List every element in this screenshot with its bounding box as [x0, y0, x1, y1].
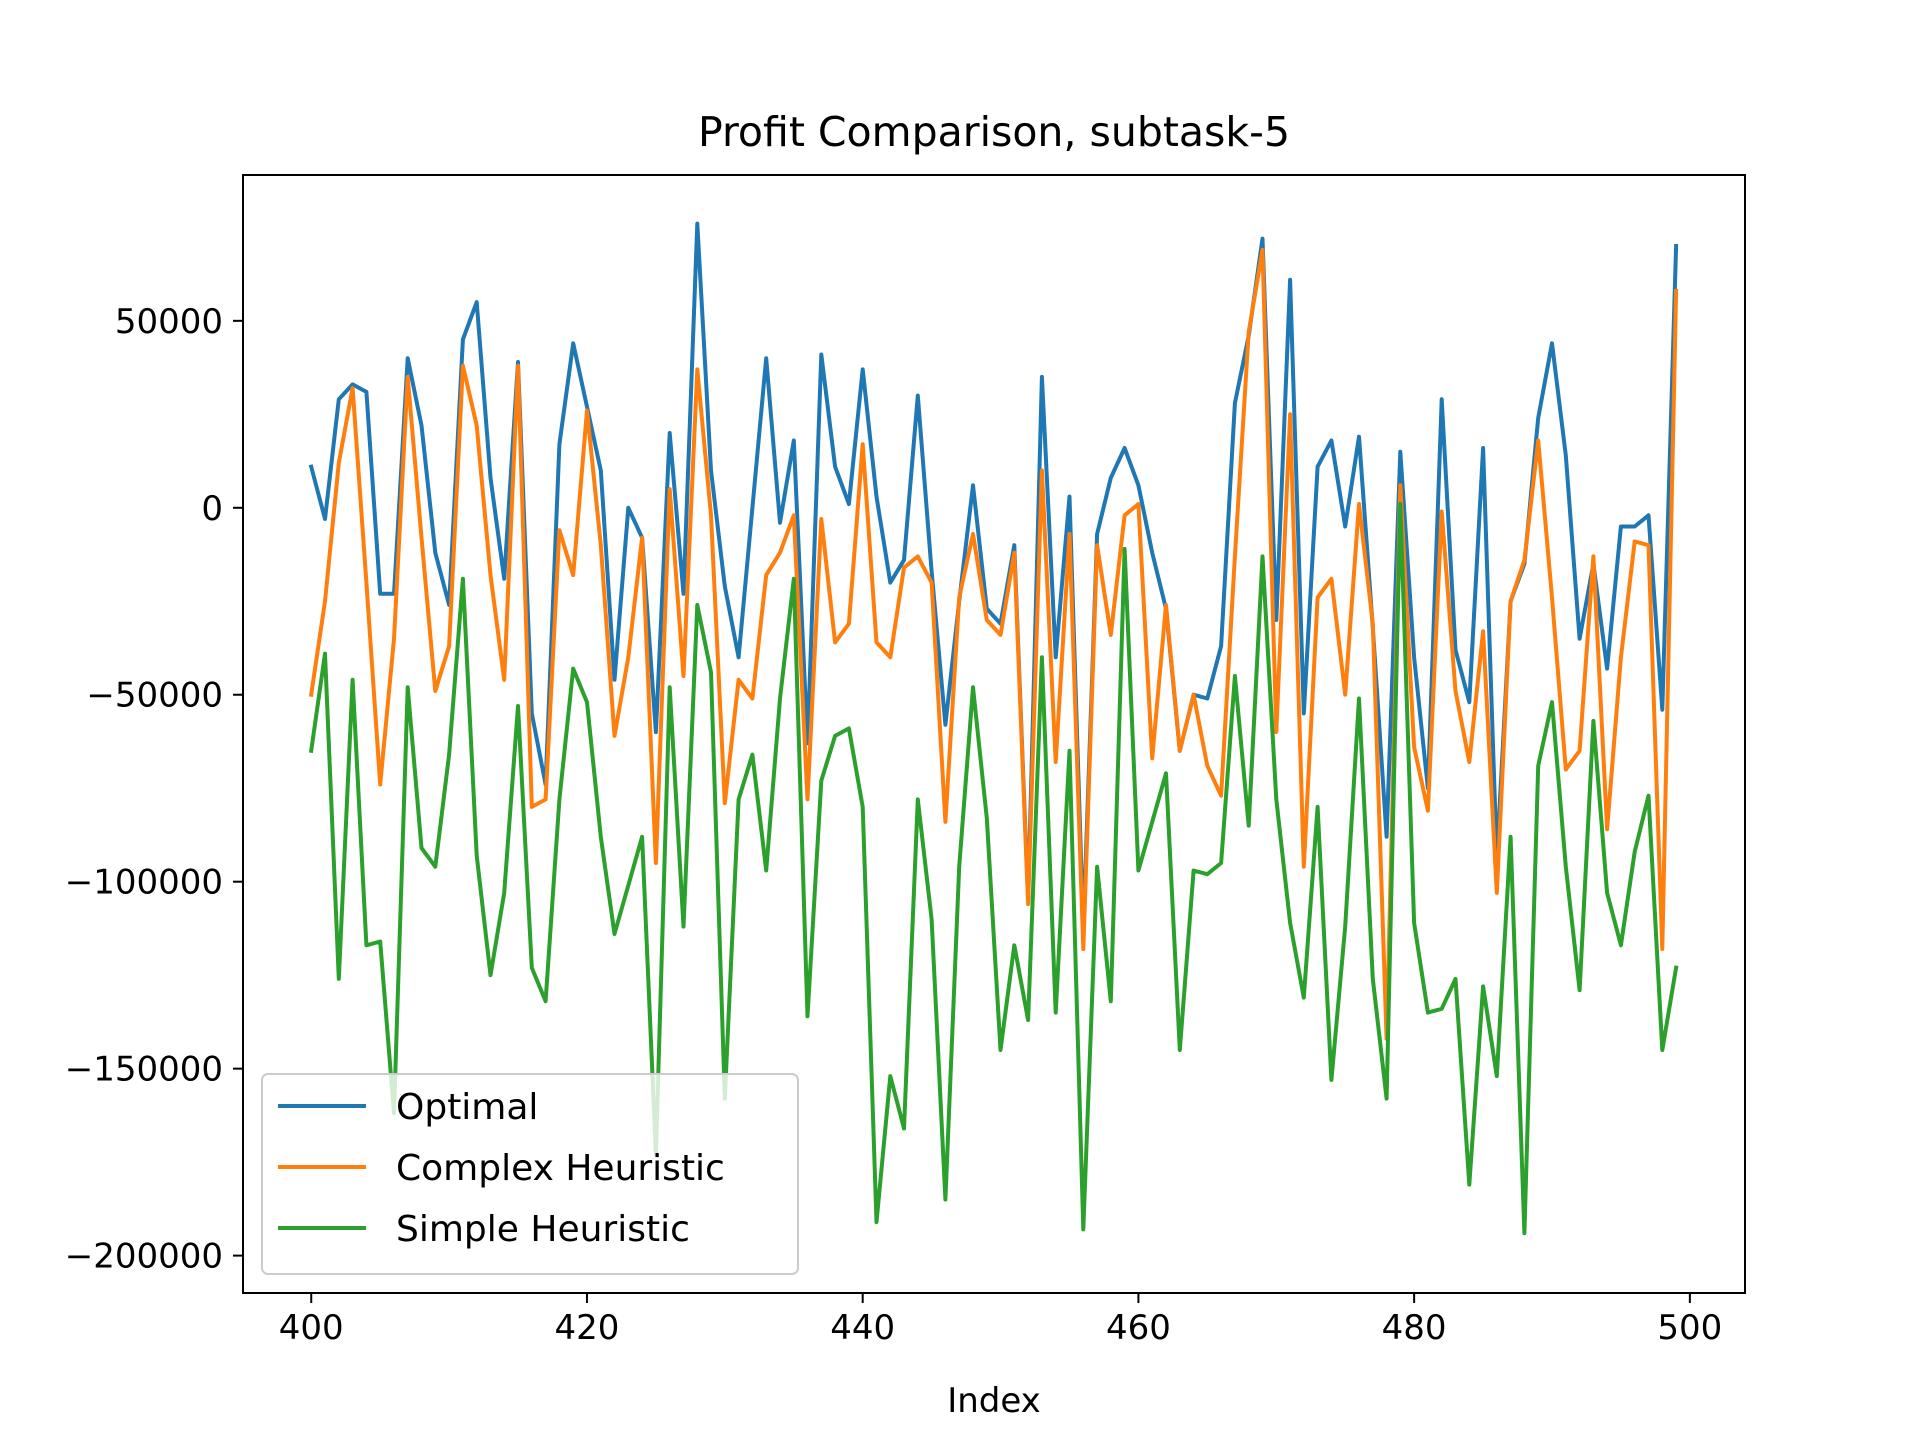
- legend-label-0: Optimal: [396, 1087, 538, 1128]
- y-tick-label-5: 50000: [115, 302, 223, 342]
- chart-title: Profit Comparison, subtask-5: [698, 108, 1290, 156]
- x-tick-label-4: 480: [1382, 1308, 1447, 1348]
- x-tick-label-0: 400: [279, 1308, 344, 1348]
- y-tick-label-1: −150000: [65, 1050, 223, 1090]
- plot-lines: [308, 221, 1679, 1236]
- y-tick-label-3: −50000: [86, 676, 223, 716]
- x-tick-label-5: 500: [1657, 1308, 1722, 1348]
- legend-label-2: Simple Heuristic: [396, 1209, 690, 1250]
- y-axis: −200000 −150000 −100000 −50000 0 50000: [65, 302, 243, 1277]
- y-tick-label-4: 0: [201, 489, 223, 529]
- x-axis: 400 420 440 460 480 500: [279, 1293, 1722, 1348]
- x-axis-label: Index: [947, 1381, 1041, 1421]
- y-tick-label-2: −100000: [65, 863, 223, 903]
- y-tick-label-0: −200000: [65, 1237, 223, 1277]
- series-line-2: [308, 502, 1679, 1236]
- series-line-0: [308, 221, 1679, 933]
- series-line-1: [308, 247, 1679, 1041]
- legend: Optimal Complex Heuristic Simple Heuristic: [261, 1073, 799, 1275]
- x-tick-label-1: 420: [555, 1308, 620, 1348]
- x-tick-label-2: 440: [830, 1308, 895, 1348]
- plot-frame: [242, 174, 1746, 1294]
- legend-box: [261, 1073, 799, 1275]
- legend-label-1: Complex Heuristic: [396, 1148, 725, 1189]
- x-tick-label-3: 460: [1106, 1308, 1171, 1348]
